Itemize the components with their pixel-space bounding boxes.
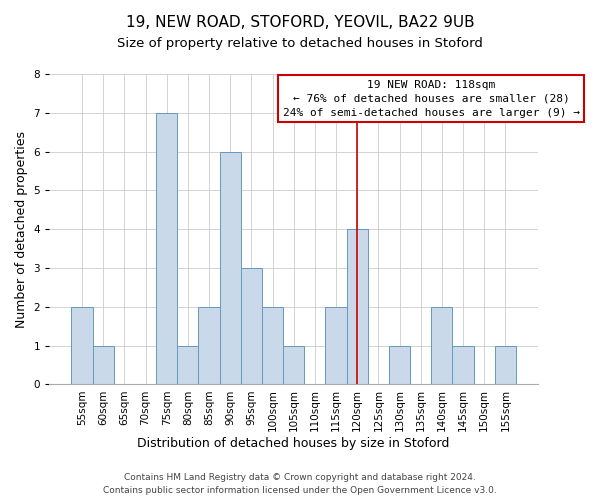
Bar — [92, 346, 114, 385]
Text: 19 NEW ROAD: 118sqm
← 76% of detached houses are smaller (28)
24% of semi-detach: 19 NEW ROAD: 118sqm ← 76% of detached ho… — [283, 80, 580, 118]
Bar — [389, 346, 410, 385]
Bar — [431, 307, 452, 384]
Bar — [347, 229, 368, 384]
Bar — [283, 346, 304, 385]
Bar — [495, 346, 516, 385]
Bar — [156, 113, 177, 384]
Y-axis label: Number of detached properties: Number of detached properties — [15, 130, 28, 328]
Bar — [220, 152, 241, 384]
Bar — [452, 346, 473, 385]
Bar — [71, 307, 92, 384]
Bar — [199, 307, 220, 384]
Bar — [325, 307, 347, 384]
Bar — [241, 268, 262, 384]
X-axis label: Distribution of detached houses by size in Stoford: Distribution of detached houses by size … — [137, 437, 450, 450]
Text: 19, NEW ROAD, STOFORD, YEOVIL, BA22 9UB: 19, NEW ROAD, STOFORD, YEOVIL, BA22 9UB — [125, 15, 475, 30]
Bar — [177, 346, 199, 385]
Text: Contains HM Land Registry data © Crown copyright and database right 2024.
Contai: Contains HM Land Registry data © Crown c… — [103, 474, 497, 495]
Bar — [262, 307, 283, 384]
Text: Size of property relative to detached houses in Stoford: Size of property relative to detached ho… — [117, 38, 483, 51]
